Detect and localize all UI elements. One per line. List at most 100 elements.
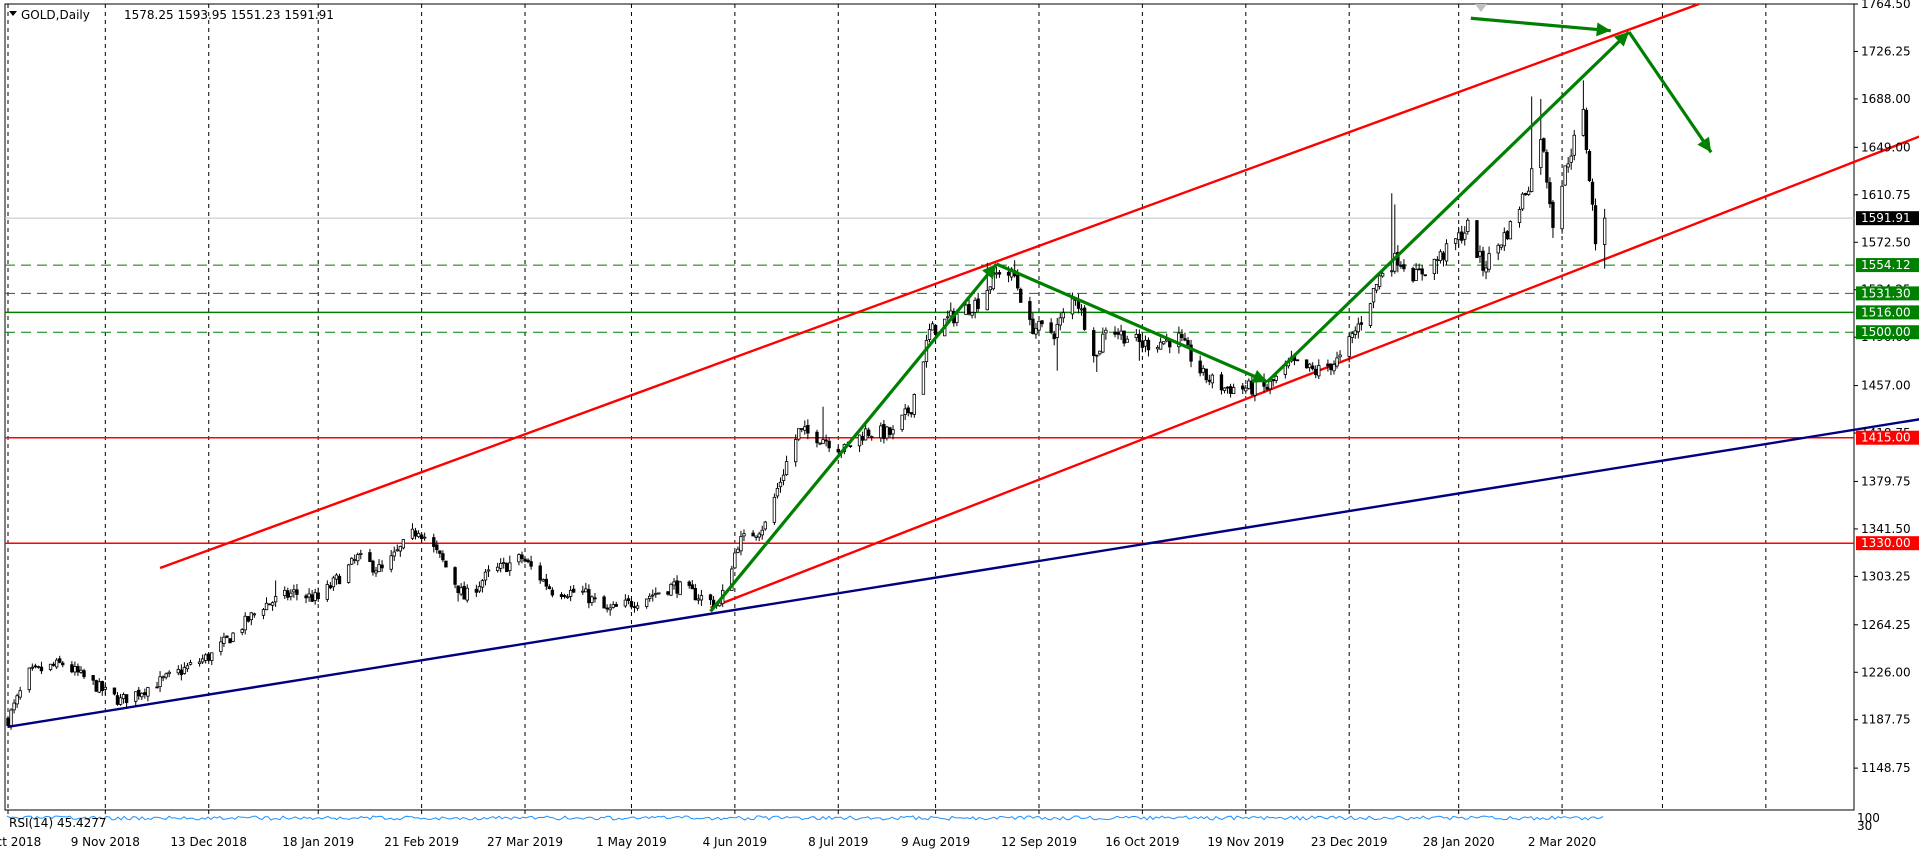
price-tags: 1554.12 1531.30 1516.00 1500.00 1415.00 1330.… [1856, 211, 1919, 551]
candle-body [134, 691, 138, 702]
candle [1560, 181, 1564, 234]
price-tag-1554.12: 1554.12 [1856, 258, 1919, 273]
candle-body [392, 551, 396, 557]
candle [1399, 261, 1403, 269]
candle [188, 659, 193, 666]
candle-body [1380, 272, 1385, 277]
candle-body [79, 669, 83, 673]
candle [775, 482, 780, 499]
candle-body [754, 535, 758, 538]
candle-body [997, 272, 1002, 275]
x-tick-label: 13 Dec 2018 [170, 835, 247, 849]
candle [1092, 327, 1096, 363]
candle-body [690, 584, 694, 590]
candle-body [225, 635, 229, 638]
candle-body [672, 581, 676, 586]
candle [307, 588, 311, 602]
candle [1435, 256, 1440, 274]
candle-body [1463, 232, 1467, 240]
candle-body [292, 589, 296, 593]
candle-body [605, 607, 609, 610]
candle-body [316, 592, 320, 599]
candle [651, 589, 655, 602]
candle [1584, 107, 1589, 154]
candle-body [657, 592, 661, 595]
candle [1329, 363, 1333, 376]
arrow-head [1596, 22, 1611, 37]
candle [204, 653, 208, 664]
candle-body [742, 533, 746, 537]
candle [1393, 204, 1397, 274]
candle-body [243, 615, 247, 631]
candle-body [252, 613, 257, 616]
candle [79, 666, 83, 674]
candle-body [590, 596, 594, 604]
candle [1368, 302, 1373, 329]
candle [155, 681, 159, 689]
candle [61, 660, 65, 668]
candle-body [1390, 270, 1394, 273]
candle [249, 611, 253, 626]
candle [134, 691, 138, 707]
candle-body [708, 594, 713, 601]
candle [51, 661, 56, 667]
candle-body [1481, 250, 1485, 271]
candle-body [1219, 374, 1224, 391]
candle-body [964, 304, 968, 316]
candle [559, 592, 564, 600]
candle-body [158, 676, 162, 688]
candle-body [1438, 251, 1443, 261]
candle-body [870, 436, 874, 438]
candle [1499, 244, 1503, 251]
candle [12, 699, 16, 714]
candle [30, 663, 35, 671]
candle-body [794, 439, 798, 463]
candle-body [699, 595, 704, 601]
candle [304, 593, 308, 604]
candle-body [94, 680, 98, 692]
candle [1460, 225, 1464, 244]
candle [1222, 387, 1227, 394]
candle [1411, 266, 1415, 283]
candle [164, 672, 168, 680]
candle-body [176, 669, 180, 674]
candle [866, 427, 871, 438]
candle-body [1326, 363, 1330, 367]
candle-body [73, 666, 77, 673]
x-tick-label: 19 Nov 2019 [1207, 835, 1284, 849]
candle-body [307, 593, 311, 598]
candle [818, 442, 822, 446]
candle [821, 406, 825, 445]
candle [1219, 371, 1224, 395]
candle-body [857, 434, 862, 447]
candle-body [1453, 238, 1458, 244]
candle-body [1420, 268, 1424, 275]
candle-body [1478, 251, 1482, 257]
candle-body [1189, 344, 1193, 362]
candle-body [927, 329, 932, 340]
candle-body [1411, 267, 1415, 282]
candle [100, 680, 104, 696]
candle [1371, 287, 1376, 309]
chevron-down-icon[interactable] [9, 11, 17, 16]
candle-body [1055, 323, 1059, 338]
candle-body [1417, 268, 1421, 271]
trendline-channel-upper [159, 2, 1700, 570]
candle [1250, 375, 1254, 397]
candle-body [124, 694, 129, 704]
shift-marker-icon[interactable] [1475, 4, 1487, 12]
candle [1420, 265, 1424, 281]
candle [419, 534, 424, 543]
x-tick-label: 8 Oct 2018 [0, 835, 41, 849]
candle-body [401, 539, 406, 549]
candle [456, 585, 460, 602]
candle [1548, 177, 1552, 208]
price-tag-1330.00: 1330.00 [1856, 536, 1919, 551]
candle [605, 604, 609, 613]
candle [891, 425, 895, 440]
candle [1098, 350, 1102, 356]
y-tick-label: 1726.25 [1861, 44, 1911, 58]
y-tick-label: 1457.00 [1861, 379, 1911, 393]
candle [529, 555, 533, 570]
